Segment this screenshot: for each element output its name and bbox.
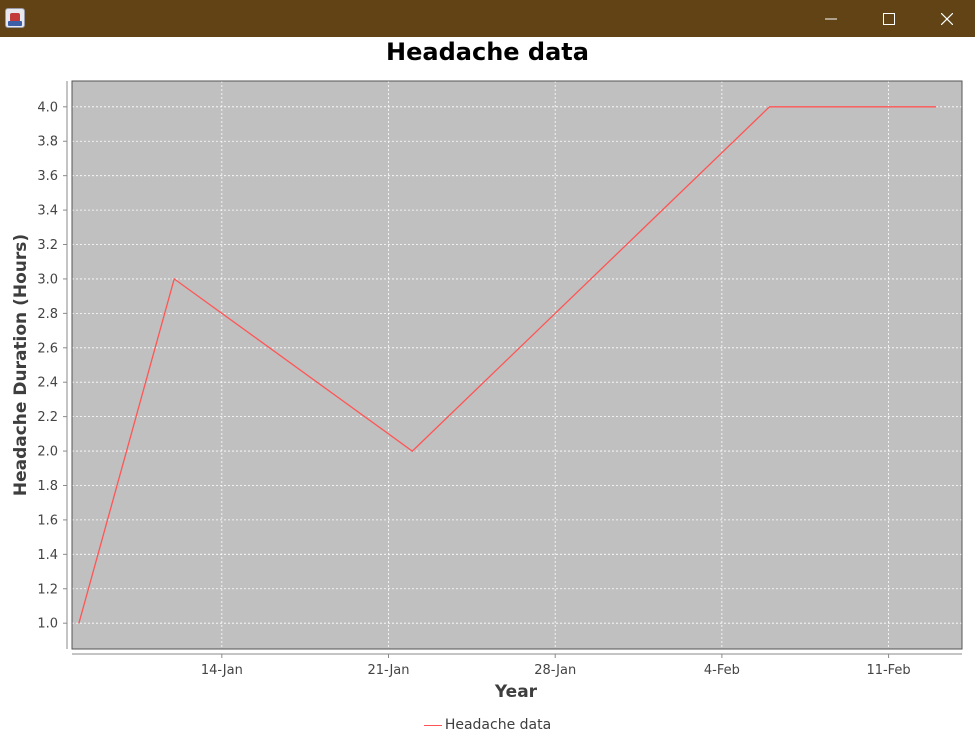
chart-title: Headache data <box>386 38 589 66</box>
close-icon <box>941 12 953 25</box>
minimize-button[interactable] <box>802 0 860 37</box>
y-tick-label: 3.4 <box>37 204 58 219</box>
y-tick-label: 4.0 <box>37 100 58 115</box>
y-tick-label: 3.6 <box>37 169 58 184</box>
y-tick-label: 3.8 <box>37 135 58 150</box>
y-tick-label: 3.2 <box>37 238 58 253</box>
maximize-icon <box>883 12 895 25</box>
y-tick-label: 1.4 <box>37 548 58 563</box>
x-tick-label: 14-Jan <box>201 663 243 678</box>
close-button[interactable] <box>918 0 975 37</box>
x-axis-label: Year <box>494 682 538 702</box>
y-tick-label: 1.2 <box>37 582 58 597</box>
legend-swatch <box>423 724 442 726</box>
y-tick-label: 2.4 <box>37 376 58 391</box>
y-tick-label: 2.2 <box>37 410 58 425</box>
legend-label: Headache data <box>444 717 552 733</box>
maximize-button[interactable] <box>860 0 918 37</box>
java-app-icon[interactable] <box>5 8 25 28</box>
y-tick-label: 1.6 <box>37 513 58 528</box>
x-tick-label: 28-Jan <box>534 663 576 678</box>
x-tick-label: 11-Feb <box>866 663 910 678</box>
y-tick-label: 2.8 <box>37 307 58 322</box>
y-tick-label: 2.0 <box>37 445 58 460</box>
x-tick-label: 21-Jan <box>368 663 410 678</box>
y-tick-label: 1.0 <box>37 617 58 632</box>
plot-area <box>72 81 962 649</box>
y-tick-label: 2.6 <box>37 341 58 356</box>
window-titlebar <box>0 0 975 37</box>
y-axis-label: Headache Duration (Hours) <box>11 233 31 497</box>
y-tick-label: 1.8 <box>37 479 58 494</box>
plot-border <box>71 80 963 650</box>
series-line-headache-data <box>78 106 937 624</box>
chart-legend: Headache data <box>0 717 975 733</box>
minimize-icon <box>825 18 837 19</box>
x-tick-label: 4-Feb <box>704 663 740 678</box>
y-tick-label: 3.0 <box>37 272 58 287</box>
